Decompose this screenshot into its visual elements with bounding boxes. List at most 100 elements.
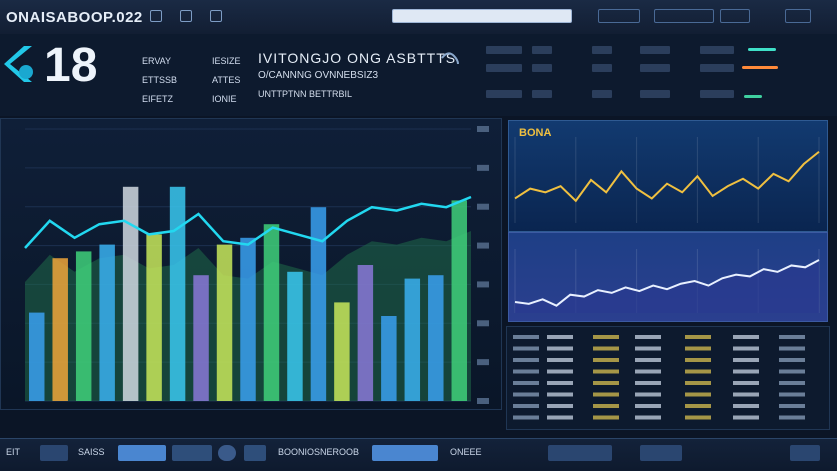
table-cell [635, 404, 661, 408]
y-tick-label [477, 242, 489, 249]
area-series [515, 259, 819, 313]
mid-line-chart [514, 249, 820, 313]
search-input[interactable] [392, 9, 572, 23]
table-cell [733, 346, 759, 351]
table-cell [513, 369, 539, 374]
table-cell [513, 392, 539, 397]
table-cell [593, 369, 619, 374]
bar [334, 302, 350, 401]
footer-button[interactable] [372, 445, 438, 461]
table-cell [779, 335, 805, 339]
table-cell [685, 358, 711, 362]
footer-item[interactable]: BOONIOSNEROOB [278, 447, 360, 457]
stat-label: ERVAY [142, 56, 172, 66]
header-stat-cell [640, 46, 670, 54]
header-stat-cell [532, 64, 552, 72]
bar [52, 258, 68, 401]
code-column: IESIZE ATTES IONIE [212, 52, 241, 109]
table-cell [685, 335, 711, 339]
code-label: IONIE [212, 94, 237, 104]
footer-item[interactable]: SAISS [78, 447, 105, 457]
wave-icon [441, 52, 459, 65]
table-cell [733, 369, 759, 374]
code-label: IESIZE [212, 56, 241, 66]
summary-header [0, 34, 837, 116]
footer-button[interactable] [244, 445, 266, 461]
table-cell [635, 392, 661, 397]
spark-line [748, 48, 776, 51]
y-tick-label [477, 203, 489, 210]
table-cell [779, 346, 805, 351]
toolbar-box-4[interactable] [785, 9, 811, 23]
table-cell [593, 381, 619, 385]
code-label: ATTES [212, 75, 241, 85]
footer-toggle[interactable] [218, 445, 236, 461]
table-cell [733, 335, 759, 339]
spark-line [742, 66, 778, 69]
footer-item[interactable]: ONEEE [450, 447, 482, 457]
table-cell [635, 381, 661, 385]
bar [122, 186, 139, 401]
table-cell [593, 415, 619, 420]
grid-icon[interactable] [180, 10, 192, 22]
header-stat-cell [640, 64, 670, 72]
footer-button[interactable] [790, 445, 820, 461]
table-cell [635, 358, 661, 362]
table-cell [593, 392, 619, 397]
mid-line-chart-panel [508, 232, 828, 322]
y-tick-label [477, 320, 489, 327]
table-cell [547, 404, 573, 408]
top-line-chart-panel: BONA [508, 120, 828, 232]
bar [263, 224, 280, 401]
line-series [514, 259, 820, 307]
bar [381, 316, 397, 401]
bar [75, 251, 92, 401]
footer-button[interactable] [548, 445, 612, 461]
bar [240, 237, 256, 401]
toolbar-box-1[interactable] [598, 9, 640, 23]
top-line-chart [514, 137, 820, 223]
footer-button[interactable] [640, 445, 682, 461]
menu-icon[interactable] [210, 10, 222, 22]
table-cell [779, 358, 805, 362]
header-stat-cell [592, 46, 612, 54]
footer-button[interactable] [40, 445, 68, 461]
header-stat-cell [486, 64, 522, 72]
main-chart-panel [0, 118, 502, 410]
table-cell [593, 358, 619, 362]
settings-icon[interactable] [150, 10, 162, 22]
data-table-panel [506, 326, 830, 430]
stat-labels: ERVAY ETTSSB EIFETZ [142, 52, 177, 109]
table-cell [685, 415, 711, 420]
footer-button[interactable] [118, 445, 166, 461]
stat-label: ETTSSB [142, 75, 178, 85]
toolbar-box-2[interactable] [654, 9, 714, 23]
table-cell [513, 358, 539, 362]
table-cell [513, 381, 539, 385]
bar [216, 244, 233, 401]
table-cell [593, 335, 619, 339]
y-tick-label [477, 359, 489, 366]
toolbar-box-3[interactable] [720, 9, 750, 23]
bar [287, 271, 303, 401]
bar [29, 312, 45, 401]
table-cell [733, 404, 759, 408]
table-cell [635, 369, 661, 374]
table-cell [547, 346, 573, 351]
header-title: IVITONGJO ONG ASBTTTS [258, 50, 457, 66]
y-tick-label [477, 398, 489, 404]
table-cell [513, 346, 539, 351]
footer-button[interactable] [172, 445, 212, 461]
bar [357, 265, 374, 401]
bar [310, 207, 327, 401]
y-tick-label [477, 281, 489, 288]
y-tick-label [477, 164, 489, 171]
header-stat-cell [592, 64, 612, 72]
header-subtitle-2: UNTTPTNN BETTRBIL [258, 89, 353, 99]
table-cell [733, 392, 759, 397]
table-cell [779, 415, 805, 420]
footer-item[interactable]: EIT [6, 447, 21, 457]
line-series [24, 195, 472, 249]
brand-logo-icon [4, 46, 33, 82]
table-cell [593, 404, 619, 408]
